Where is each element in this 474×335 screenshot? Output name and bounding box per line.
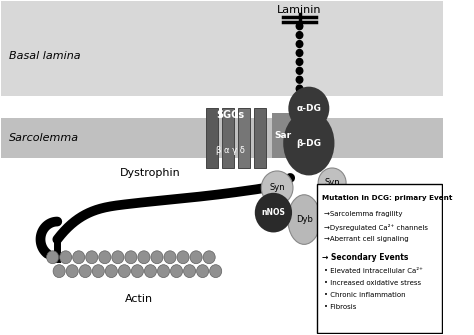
Bar: [238, 109, 250, 168]
Text: Dyb: Dyb: [296, 215, 313, 224]
Text: →Dysregulated Ca²⁺ channels: →Dysregulated Ca²⁺ channels: [324, 223, 428, 230]
Text: Dystrophin: Dystrophin: [120, 168, 181, 178]
Bar: [206, 109, 219, 168]
Text: Sar: Sar: [274, 131, 292, 140]
Circle shape: [296, 67, 303, 74]
Circle shape: [210, 265, 222, 278]
Circle shape: [118, 265, 130, 278]
Text: →Sarcolemma fragility: →Sarcolemma fragility: [324, 211, 402, 217]
Circle shape: [296, 31, 303, 39]
Circle shape: [157, 265, 170, 278]
Text: β α γ δ: β α γ δ: [216, 146, 245, 155]
Text: Actin: Actin: [125, 294, 153, 304]
Text: → Secondary Events: → Secondary Events: [322, 253, 408, 262]
Circle shape: [296, 23, 303, 30]
Text: Basal lamina: Basal lamina: [9, 51, 81, 61]
Text: • Fibrosis: • Fibrosis: [324, 304, 356, 310]
Text: Sarcolemma: Sarcolemma: [9, 133, 79, 143]
Circle shape: [296, 41, 303, 48]
Ellipse shape: [283, 111, 335, 176]
Circle shape: [86, 251, 98, 264]
Circle shape: [255, 193, 292, 232]
Circle shape: [318, 168, 346, 198]
FancyBboxPatch shape: [317, 184, 442, 333]
Circle shape: [79, 265, 91, 278]
Bar: [1, 1, 443, 95]
Circle shape: [296, 58, 303, 65]
Circle shape: [296, 50, 303, 56]
Text: Mutation in DCG: primary Event: Mutation in DCG: primary Event: [322, 195, 452, 201]
Circle shape: [197, 265, 209, 278]
Circle shape: [164, 251, 176, 264]
Circle shape: [288, 87, 329, 130]
Circle shape: [112, 251, 124, 264]
Text: • Increased oxidative stress: • Increased oxidative stress: [324, 280, 421, 286]
Text: →Aberrant cell signaling: →Aberrant cell signaling: [324, 237, 409, 243]
Text: • Elevated intracellular Ca²⁺: • Elevated intracellular Ca²⁺: [324, 268, 423, 274]
Circle shape: [105, 265, 118, 278]
Circle shape: [171, 265, 182, 278]
Circle shape: [73, 251, 85, 264]
Text: nNOS: nNOS: [262, 208, 285, 217]
Circle shape: [177, 251, 189, 264]
Circle shape: [190, 251, 202, 264]
Circle shape: [99, 251, 111, 264]
Circle shape: [145, 265, 156, 278]
Circle shape: [203, 251, 215, 264]
Circle shape: [151, 251, 163, 264]
Text: SGCs: SGCs: [217, 111, 245, 121]
Bar: [254, 109, 266, 168]
Text: Syn: Syn: [269, 183, 285, 192]
Bar: [272, 114, 295, 158]
Bar: [222, 109, 234, 168]
Circle shape: [60, 251, 72, 264]
Ellipse shape: [288, 195, 320, 244]
Circle shape: [92, 265, 104, 278]
Circle shape: [46, 251, 59, 264]
Circle shape: [261, 171, 293, 205]
Bar: [1, 118, 443, 158]
Circle shape: [53, 265, 65, 278]
Circle shape: [138, 251, 150, 264]
Text: • Chronic inflammation: • Chronic inflammation: [324, 292, 405, 298]
Circle shape: [296, 85, 303, 92]
Circle shape: [183, 265, 196, 278]
Circle shape: [66, 265, 78, 278]
Circle shape: [131, 265, 144, 278]
Text: Syn: Syn: [324, 178, 340, 187]
Text: α-DG: α-DG: [296, 104, 321, 113]
Circle shape: [296, 76, 303, 83]
Circle shape: [125, 251, 137, 264]
Text: β-DG: β-DG: [296, 139, 321, 148]
Text: Laminin: Laminin: [277, 5, 322, 15]
